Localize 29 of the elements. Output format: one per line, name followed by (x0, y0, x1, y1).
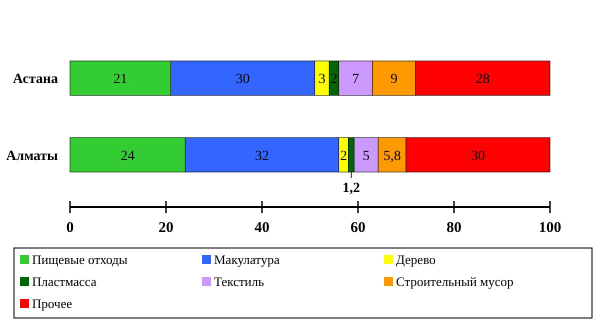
legend-label: Прочее (32, 296, 72, 311)
data-label: 1,2 (342, 181, 360, 196)
y-tick-label: Астана (12, 72, 58, 88)
x-tick-label: 0 (66, 220, 74, 236)
data-label: 9 (390, 72, 398, 88)
legend-label: Дерево (396, 252, 436, 267)
x-tick-label: 80 (446, 220, 462, 236)
data-label: 5 (362, 148, 370, 164)
data-label: 21 (113, 72, 128, 88)
legend-label: Пищевые отходы (32, 252, 128, 267)
legend-label: Пластмасса (32, 274, 97, 289)
legend-label: Строительный мусор (396, 274, 514, 289)
data-label: 24 (120, 148, 135, 164)
y-tick-label: Алматы (6, 148, 58, 164)
data-label: 3 (318, 72, 326, 88)
data-label: 28 (476, 72, 490, 88)
data-label: 30 (471, 148, 485, 164)
data-label: 2 (330, 72, 338, 88)
data-label: 32 (255, 148, 269, 164)
legend-label: Макулатура (214, 252, 280, 267)
data-label: 30 (236, 72, 250, 88)
x-tick-label: 60 (350, 220, 366, 236)
data-label: 7 (352, 72, 360, 88)
data-label: 5,8 (383, 148, 401, 164)
x-tick-label: 40 (254, 220, 270, 236)
legend-label: Текстиль (214, 274, 264, 289)
data-label: 2 (340, 148, 348, 164)
x-tick-label: 20 (158, 220, 174, 236)
x-tick-label: 100 (538, 220, 562, 236)
